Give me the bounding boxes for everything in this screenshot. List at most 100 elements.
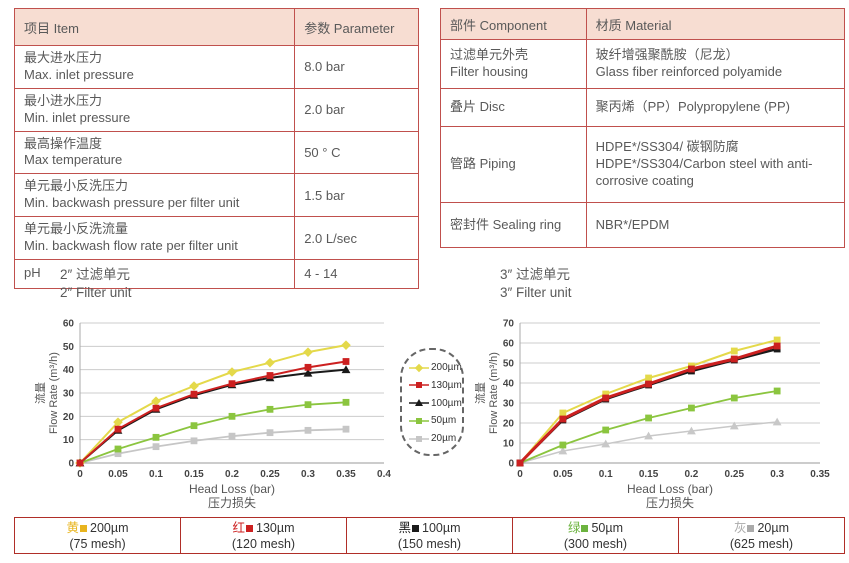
svg-text:30: 30 [63,389,75,400]
table-row: 叠片 Disc 聚丙烯（PP）Polypropylene (PP) [440,88,846,127]
col-header-parameter: 参数 Parameter [294,8,419,46]
material-cn: HDPE*/SS304/ 碳钢防腐 [595,139,739,155]
color-swatch [747,525,755,532]
item-name-en: Max temperature [24,152,123,168]
svg-text:20: 20 [503,419,515,430]
item-value: 2.0 bar [294,87,419,132]
svg-text:0.1: 0.1 [149,469,163,480]
color-name-cn: 黄 [66,521,80,535]
color-swatch [412,525,420,532]
svg-text:0.2: 0.2 [684,469,698,480]
item-value: 2.0 L/sec [294,216,419,260]
flow-rate-chart-2in: 0 10 20 30 40 50 60 0 0.05 0.1 0.15 0.2 0.25 0.3 0.35 0… [34,319,391,511]
micron-label: 100µm [422,521,461,535]
svg-text:10: 10 [63,435,75,446]
svg-text:40: 40 [503,379,515,390]
col-header-item: 项目 Item [13,8,296,46]
table-row: 密封件 Sealing ring NBR*/EPDM [440,202,846,248]
legend-marker-icon [409,363,429,372]
legend-entry: 50µm [409,412,462,429]
table-row: pH 4 - 14 [13,258,419,289]
legend-marker-icon [409,435,429,442]
table-row: 最小进水压力 Min. inlet pressure 2.0 bar [13,87,419,132]
item-name-en: Min. inlet pressure [24,109,131,125]
legend-marker-icon [409,417,429,424]
svg-text:0: 0 [508,459,514,470]
color-key-100um: 黑 100µm (150 mesh) [346,518,512,553]
legend-label: 130µm [431,379,462,391]
svg-text:10: 10 [503,439,515,450]
item-name-en: Min. backwash flow rate per filter unit [24,238,238,254]
materials-table: 部件 Component 材质 Material 过滤单元外壳 Filter ho… [440,8,846,248]
color-key-50um: 绿 50µm (300 mesh) [512,518,678,553]
parameters-table: 项目 Item 参数 Parameter 最大进水压力 Max. inlet pr… [13,8,419,289]
legend-entry: 200µm [409,359,462,376]
chart-title-cn: 2″ 过滤单元 [60,267,131,282]
item-name-en: Max. inlet pressure [24,66,134,82]
flow-rate-chart-3in: 0 10 20 30 40 50 60 70 0 0.05 0.1 0.15 0.2 0.25 0.3 0.3… [474,319,830,511]
micron-label: 20µm [757,521,790,535]
svg-text:Flow Rate (m³/h): Flow Rate (m³/h) [48,352,60,434]
material-cn: 聚丙烯（PP）Polypropylene (PP) [595,99,790,115]
item-name-cn: pH [24,265,41,281]
svg-text:0.35: 0.35 [336,469,356,480]
color-name-cn: 黑 [398,521,412,535]
color-name-cn: 红 [232,521,246,535]
svg-text:30: 30 [503,399,515,410]
material-en: HDPE*/SS304/Carbon steel with anti-corro… [595,156,813,188]
svg-text:0.15: 0.15 [639,469,659,480]
table-header-row: 项目 Item 参数 Parameter [13,8,419,46]
svg-text:0.3: 0.3 [301,469,315,480]
svg-text:50: 50 [503,359,515,370]
svg-text:0.1: 0.1 [599,469,613,480]
item-value: 4 - 14 [294,258,419,289]
legend-entry: 130µm [409,377,462,394]
svg-text:20: 20 [63,412,75,423]
table-header-row: 部件 Component 材质 Material [440,8,846,40]
table-row: 最大进水压力 Max. inlet pressure 8.0 bar [13,45,419,89]
table-row: 过滤单元外壳 Filter housing 玻纤增强聚酰胺（尼龙） Glass fi… [440,39,846,89]
mesh-label: (625 mesh) [729,537,794,552]
chart-title-cn: 3″ 过滤单元 [500,267,571,282]
component-name-cn: 叠片 Disc [450,99,505,115]
chart-block-2in: 2″ 过滤单元 2″ Filter unit 0 10 20 30 40 50 60 0 0.0… [34,258,394,525]
component-name-cn: 过滤单元外壳 [450,47,529,63]
svg-text:0.25: 0.25 [725,469,745,480]
mesh-label: (300 mesh) [563,537,628,552]
micron-color-key-strip: 黄 200µm (75 mesh) 红 130µm (120 mesh) 黑 100µ… [14,517,845,554]
material-cn: 玻纤增强聚酰胺（尼龙） [595,47,739,63]
color-swatch [80,525,88,532]
svg-text:0.05: 0.05 [553,469,573,480]
item-name-cn: 单元最小反洗流量 [24,221,129,237]
svg-text:0: 0 [517,469,523,480]
item-name-cn: 单元最小反洗压力 [24,178,129,194]
charts-section: 2″ 过滤单元 2″ Filter unit 0 10 20 30 40 50 60 0 0.0… [0,258,849,525]
svg-text:0.05: 0.05 [108,469,128,480]
micron-label: 200µm [90,521,129,535]
svg-text:0: 0 [77,469,83,480]
svg-text:40: 40 [63,365,75,376]
material-en: Glass fiber reinforced polyamide [595,64,783,79]
color-key-20um: 灰 20µm (625 mesh) [678,518,844,553]
legend-marker-icon [409,399,429,406]
color-swatch [246,525,254,532]
legend-marker-icon [409,382,429,389]
component-name-en: Filter housing [450,64,529,79]
item-value: 8.0 bar [294,45,419,89]
item-value: 50 ° C [294,130,419,175]
svg-text:60: 60 [63,319,75,330]
svg-text:流量: 流量 [474,382,487,404]
svg-text:50: 50 [63,342,75,353]
legend-label: 100µm [431,397,462,409]
item-name-cn: 最高操作温度 [24,135,103,151]
color-name-cn: 灰 [733,521,747,535]
mesh-label: (150 mesh) [397,537,462,552]
component-name-cn: 管路 Piping [450,156,516,172]
svg-text:Head Loss (bar): Head Loss (bar) [627,482,713,496]
svg-text:0.15: 0.15 [184,469,204,480]
mesh-label: (75 mesh) [69,537,126,552]
table-row: 单元最小反洗流量 Min. backwash flow rate per filt… [13,216,419,260]
svg-text:Flow Rate (m³/h): Flow Rate (m³/h) [488,352,500,434]
color-swatch [581,525,589,532]
